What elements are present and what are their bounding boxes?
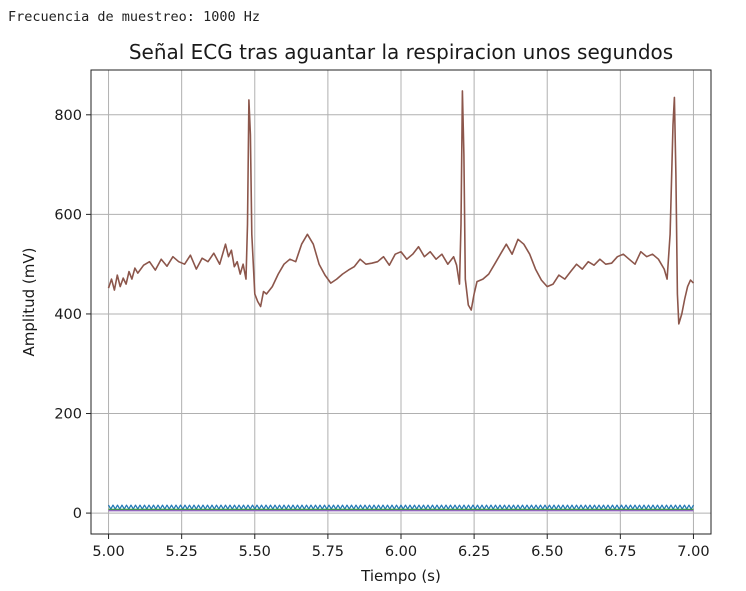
x-tick-label: 6.25: [458, 544, 490, 560]
x-axis-label: Tiempo (s): [360, 567, 441, 585]
series-line: [107, 504, 695, 510]
x-tick-label: 6.00: [385, 544, 417, 560]
x-tick-label: 7.00: [677, 544, 709, 560]
y-tick-label: 200: [54, 407, 82, 423]
ticks-layer: 5.00 5.25 5.50 5.75 6.00 6.25 6.50 6.75 7.00 0 200…: [54, 108, 709, 560]
series-line: [107, 90, 695, 325]
x-tick-label: 6.50: [531, 544, 563, 560]
x-tick-label: 5.75: [312, 544, 344, 560]
x-tick-label: 6.75: [604, 544, 636, 560]
y-tick-label: 400: [54, 307, 82, 323]
series-layer: [107, 90, 695, 512]
chart-title: Señal ECG tras aguantar la respiracion u…: [129, 40, 673, 64]
x-tick-label: 5.00: [92, 544, 124, 560]
x-tick-label: 5.50: [239, 544, 271, 560]
y-axis-label: Amplitud (mV): [20, 248, 38, 357]
y-tick-label: 0: [73, 506, 82, 522]
grid-lines: [91, 70, 711, 534]
y-tick-label: 800: [54, 108, 82, 124]
x-tick-label: 5.25: [166, 544, 198, 560]
stdout-output: Frecuencia de muestreo: 1000 Hz: [8, 9, 260, 25]
y-tick-label: 600: [54, 207, 82, 223]
